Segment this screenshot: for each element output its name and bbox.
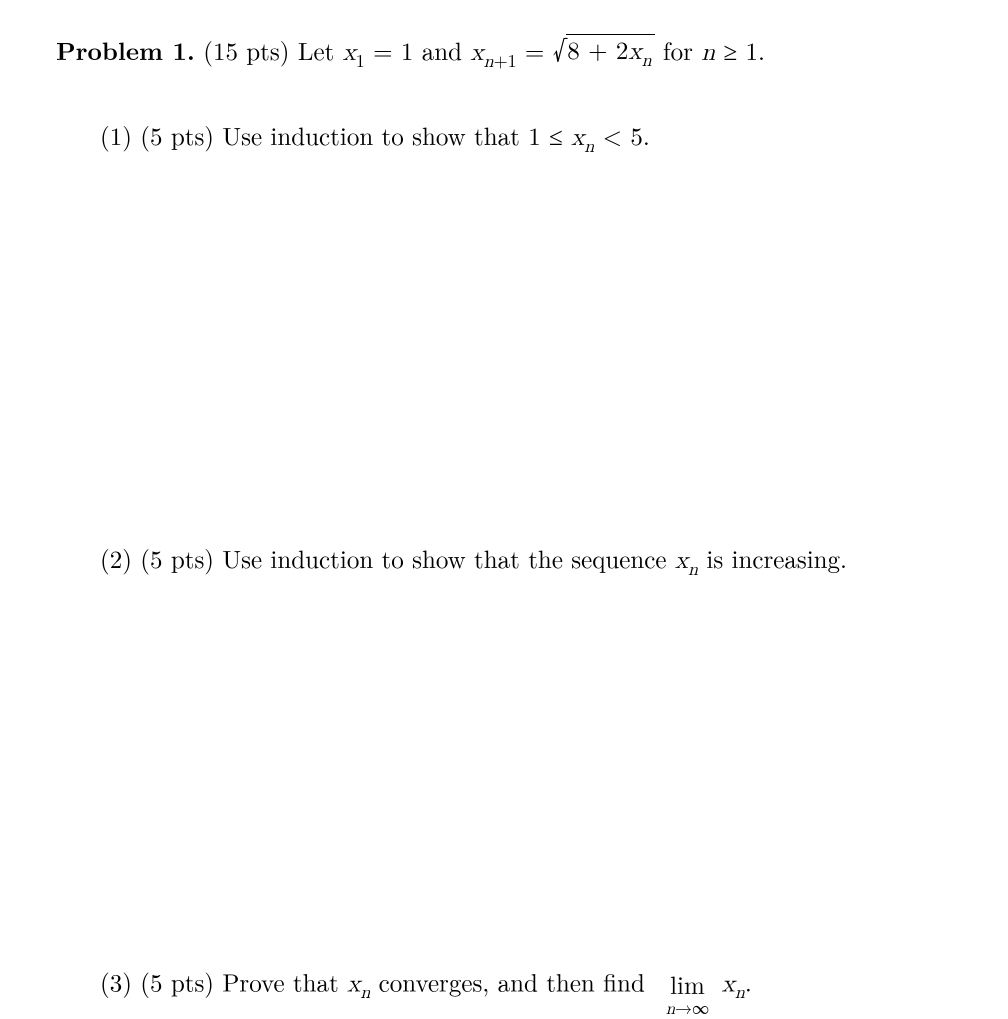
cond-rel: ≥ 1. [715, 33, 765, 68]
part3-num: (3) [100, 964, 132, 999]
header-and: and [413, 33, 470, 68]
part2-sub: n [688, 556, 698, 581]
header-text-let: Let [298, 33, 343, 68]
part1-sub: n [584, 133, 594, 158]
problem-header: Problem 1. (15 pts) Let x1 = 1 and xn+1 … [56, 32, 938, 75]
part2-text-b: is increasing. [698, 541, 847, 576]
part2-var: x [675, 548, 688, 573]
limit-expression: lim n→∞ [666, 972, 709, 1018]
eq2-eq: = [517, 33, 553, 68]
problem-points: (15 pts) [203, 33, 289, 68]
part3-var2: x [722, 971, 735, 996]
eq1-rhs: = 1 [365, 33, 414, 68]
sub-1: 1 [356, 48, 365, 73]
part3-text-b: converges, and then find [370, 964, 653, 999]
part3-sub1: n [360, 979, 370, 1004]
part1-text-b: < 5. [594, 118, 650, 153]
part2-num: (2) [100, 541, 132, 576]
header-for: for [655, 33, 702, 68]
part1-pts: (5 pts) [140, 118, 214, 153]
part-3: (3) (5 pts) Prove that xn converges, and… [56, 963, 938, 1009]
part3-var1: x [347, 971, 360, 996]
lim-sub: n→∞ [666, 999, 709, 1018]
part3-sub2: n [735, 979, 745, 1004]
part3-period: . [745, 964, 752, 999]
sqrt-symbol: √ [553, 34, 567, 63]
var-xn1: x [470, 40, 483, 65]
part1-text-a: Use induction to show that 1 ≤ [222, 118, 571, 153]
problem-label: Problem 1. [56, 33, 195, 68]
part3-pts: (5 pts) [140, 964, 214, 999]
part1-num: (1) [100, 118, 132, 153]
part2-pts: (5 pts) [140, 541, 214, 576]
var-x1: x [343, 40, 356, 65]
part-1: (1) (5 pts) Use induction to show that 1… [56, 117, 938, 160]
cond-var-n: n [701, 40, 715, 65]
sqrt-expression: √8 + 2xn [553, 34, 655, 71]
sub-nplus1: n+1 [484, 48, 517, 73]
part-2: (2) (5 pts) Use induction to show that t… [56, 540, 938, 583]
sqrt-body: 8 + 2xn [566, 34, 654, 71]
lim-word: lim [670, 972, 705, 997]
part2-text-a: Use induction to show that the sequence [222, 541, 674, 576]
part1-var: x [571, 125, 584, 150]
part3-text-a: Prove that [222, 964, 347, 999]
